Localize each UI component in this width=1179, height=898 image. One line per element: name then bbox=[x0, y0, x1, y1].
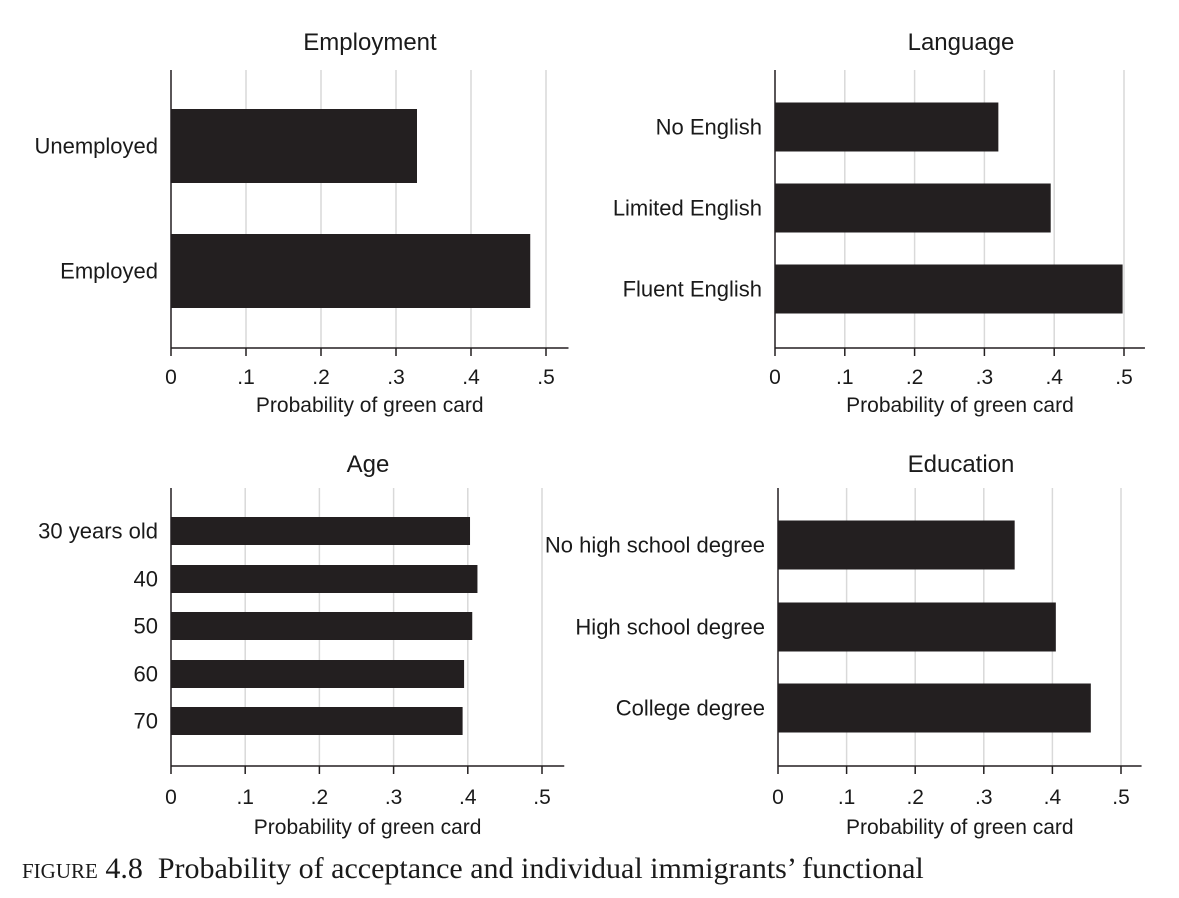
age-category-label: 60 bbox=[134, 662, 158, 687]
employment-x-tick-label: .4 bbox=[462, 366, 480, 389]
language-x-tick-label: .4 bbox=[1045, 366, 1063, 389]
age-bar-30-years-old bbox=[171, 517, 471, 545]
education-bar-college-degree bbox=[778, 683, 1091, 733]
language-bar-no-english bbox=[775, 102, 999, 152]
employment-panel-title: Employment bbox=[303, 29, 437, 56]
education-x-tick-label: .5 bbox=[1112, 786, 1130, 809]
education-x-tick-label: .4 bbox=[1044, 786, 1062, 809]
language-x-tick-label: 0 bbox=[769, 366, 781, 389]
employment-x-tick-label: .1 bbox=[237, 366, 255, 389]
caption-text: Probability of acceptance and individual… bbox=[157, 852, 924, 885]
language-category-label: Fluent English bbox=[623, 277, 762, 302]
employment-x-axis-label: Probability of green card bbox=[256, 394, 484, 417]
employment-x-tick-label: .5 bbox=[537, 366, 555, 389]
age-bar-70 bbox=[171, 707, 463, 735]
age-panel-title: Age bbox=[347, 451, 390, 478]
employment-bar-unemployed bbox=[171, 109, 417, 183]
language-category-label: No English bbox=[656, 115, 762, 140]
education-category-label: High school degree bbox=[575, 615, 765, 640]
age-x-axis-label: Probability of green card bbox=[254, 816, 482, 839]
age-category-label: 40 bbox=[134, 567, 158, 592]
language-x-tick-label: .1 bbox=[836, 366, 854, 389]
age-panel: 30 years old 40 50 60 70 0 .1 .2 .3 .4 .5 Probabili… bbox=[38, 451, 565, 839]
education-panel-title: Education bbox=[908, 451, 1015, 478]
figure-label: figure 4.8 bbox=[22, 852, 143, 885]
age-x-tick-label: .5 bbox=[533, 786, 551, 809]
age-x-tick-label: .3 bbox=[385, 786, 403, 809]
education-panel: No high school degree High school degree C… bbox=[545, 451, 1142, 839]
employment-bar-employed bbox=[171, 234, 531, 308]
language-bar-limited-english bbox=[775, 183, 1051, 233]
age-x-tick-label: .4 bbox=[459, 786, 477, 809]
language-panel-title: Language bbox=[908, 29, 1015, 56]
age-x-tick-label: .1 bbox=[236, 786, 254, 809]
employment-x-tick-label: .2 bbox=[312, 366, 330, 389]
education-category-label: College degree bbox=[616, 696, 765, 721]
age-bar-60 bbox=[171, 660, 465, 688]
education-x-tick-label: 0 bbox=[772, 786, 784, 809]
figure-caption: figure 4.8 Probability of acceptance and… bbox=[22, 852, 924, 886]
age-bar-40 bbox=[171, 565, 478, 593]
language-bar-fluent-english bbox=[775, 264, 1123, 314]
education-bar-high-school-degree bbox=[778, 602, 1056, 652]
education-x-tick-label: .2 bbox=[906, 786, 924, 809]
language-x-axis-label: Probability of green card bbox=[846, 394, 1074, 417]
language-x-tick-label: .5 bbox=[1115, 366, 1133, 389]
age-category-label: 50 bbox=[134, 614, 158, 639]
employment-x-tick-label: 0 bbox=[165, 366, 177, 389]
education-bar-no-high-school-degree bbox=[778, 520, 1015, 570]
age-category-label: 70 bbox=[134, 709, 158, 734]
age-category-label: 30 years old bbox=[38, 519, 158, 544]
language-x-tick-label: .3 bbox=[976, 366, 994, 389]
language-category-label: Limited English bbox=[613, 196, 762, 221]
education-x-tick-label: .3 bbox=[975, 786, 993, 809]
age-bar-50 bbox=[171, 612, 473, 640]
education-category-label: No high school degree bbox=[545, 533, 765, 558]
age-x-tick-label: 0 bbox=[165, 786, 177, 809]
employment-x-tick-label: .3 bbox=[387, 366, 405, 389]
language-x-tick-label: .2 bbox=[906, 366, 924, 389]
employment-category-label: Unemployed bbox=[34, 134, 158, 159]
age-x-tick-label: .2 bbox=[311, 786, 329, 809]
employment-category-label: Employed bbox=[60, 259, 158, 284]
language-panel: No English Limited English Fluent English 0… bbox=[613, 29, 1145, 417]
education-x-tick-label: .1 bbox=[838, 786, 856, 809]
education-x-axis-label: Probability of green card bbox=[846, 816, 1074, 839]
employment-panel: Unemployed Employed 0 .1 .2 .3 .4 .5 Probability… bbox=[34, 29, 569, 417]
